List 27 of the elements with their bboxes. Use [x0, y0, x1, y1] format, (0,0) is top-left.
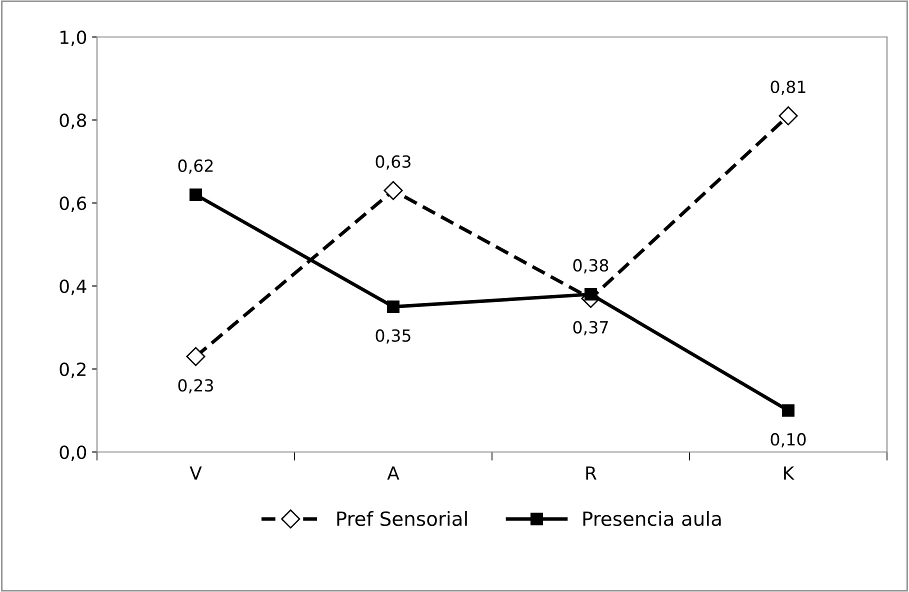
y-tick-label: 0,4: [60, 279, 86, 295]
point: [778, 106, 798, 126]
point: [584, 288, 597, 301]
y-tick-label: 0,6: [60, 196, 86, 212]
data-label: 0,62: [178, 159, 213, 174]
x-tick-label: A: [387, 466, 400, 480]
y-tick-label: 0,0: [60, 445, 86, 461]
point: [190, 188, 202, 201]
x-tick-label: R: [586, 466, 597, 480]
data-label: 0,23: [178, 379, 213, 394]
legend-label: Pref Sensorial: [337, 511, 467, 526]
data-label: 0,81: [770, 80, 806, 95]
x-tick-label: K: [784, 466, 795, 480]
data-label: 0,63: [376, 155, 410, 170]
data-label: 0,35: [376, 329, 410, 344]
x-tick-label: V: [190, 466, 202, 480]
legend-label: Presencia aula: [583, 511, 721, 526]
y-tick-label: 0,2: [60, 362, 86, 378]
point: [384, 181, 403, 200]
data-label: 0,37: [573, 320, 608, 336]
data-label: 0,38: [573, 259, 608, 274]
y-tick-label: 0,8: [60, 113, 86, 129]
point: [387, 300, 400, 313]
data-label: 0,10: [770, 433, 806, 448]
point: [186, 347, 206, 366]
point: [782, 404, 794, 417]
y-tick-label: 1,0: [60, 30, 86, 46]
